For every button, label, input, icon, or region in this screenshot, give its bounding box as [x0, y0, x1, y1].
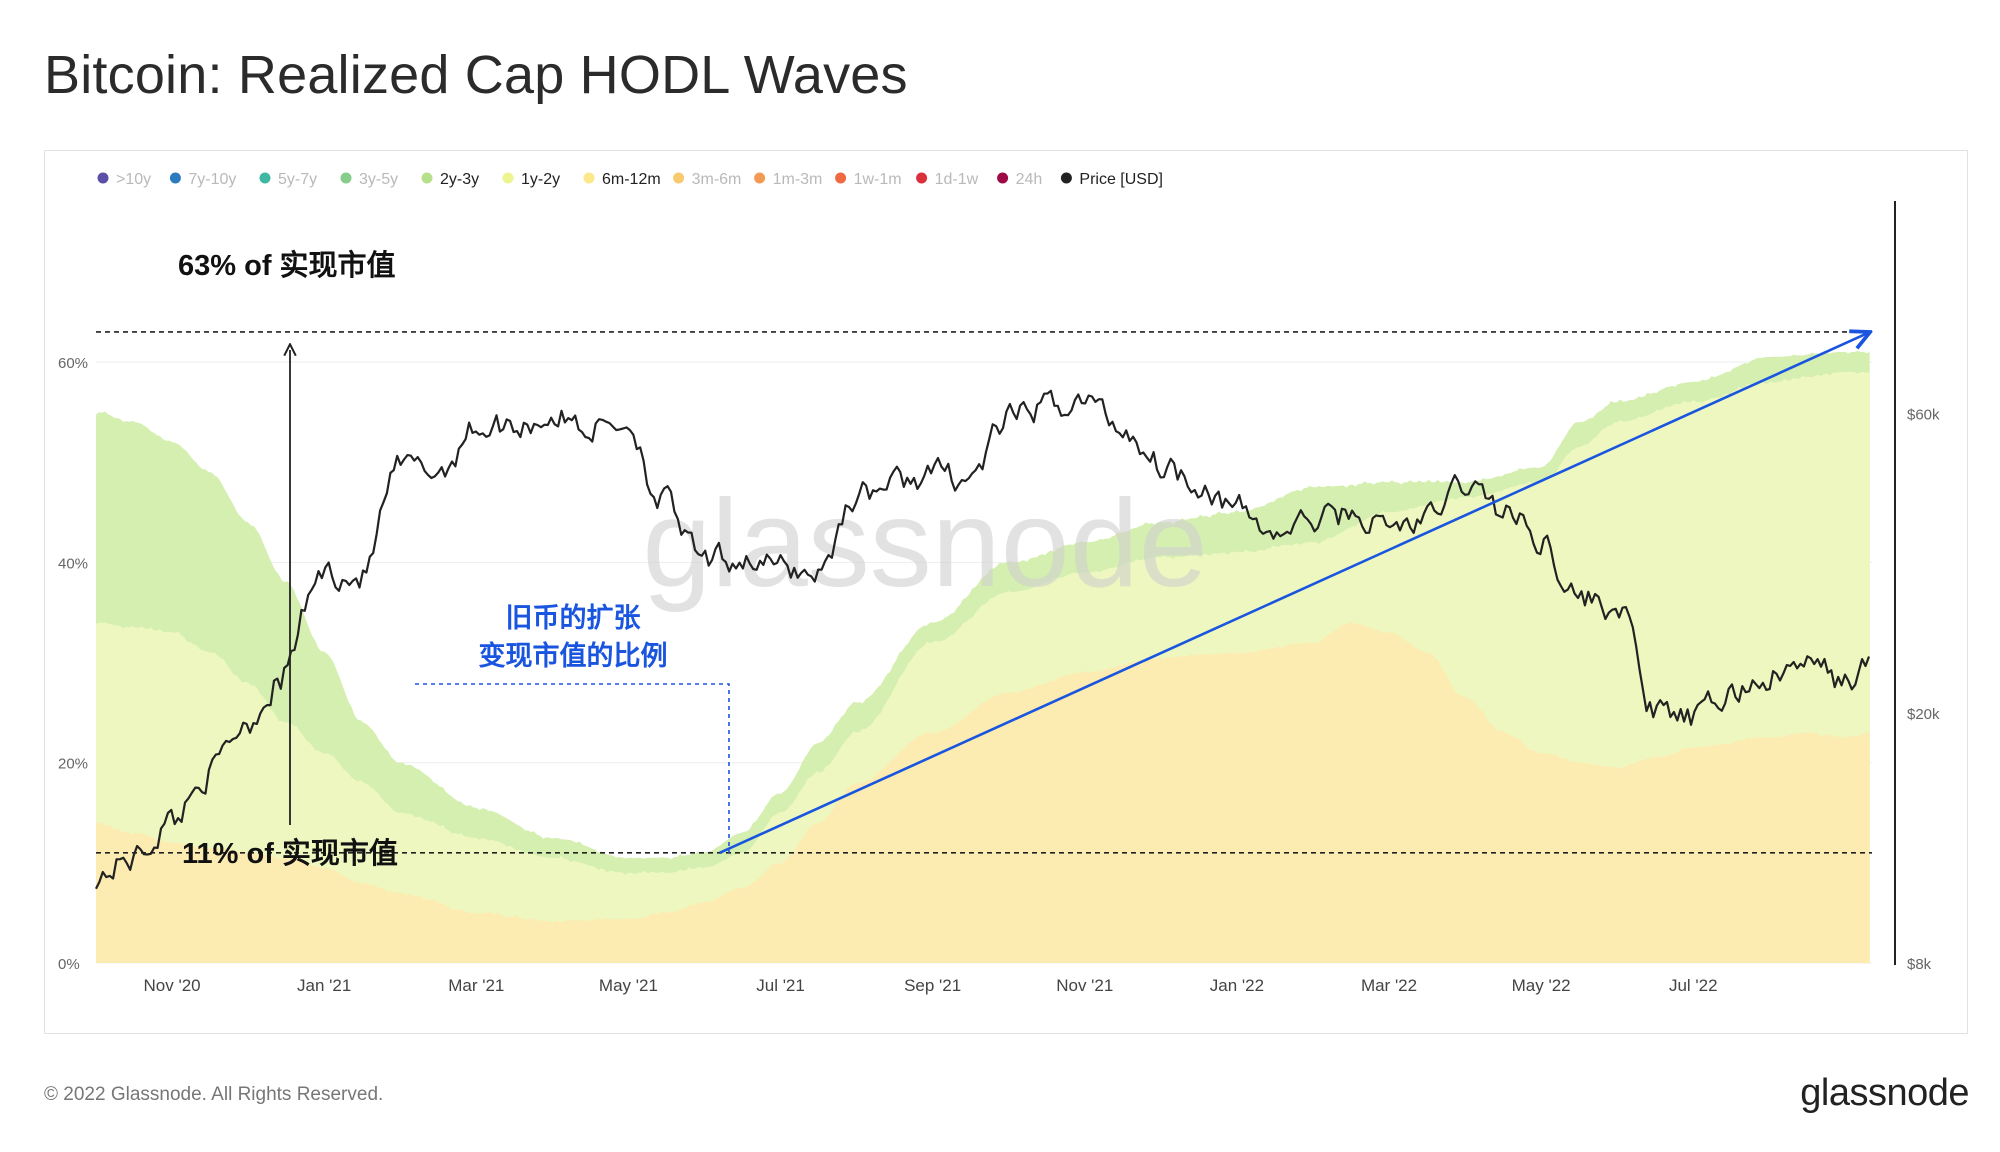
x-tick-label: May '21	[599, 976, 658, 995]
annotation-11-label: 11% of 实现市值	[182, 836, 398, 870]
legend-label: 1m-3m	[773, 171, 823, 188]
legend-label: 1d-1w	[935, 171, 979, 188]
x-tick-label: Jan '21	[297, 976, 351, 995]
legend-label: 1y-2y	[521, 171, 560, 188]
legend-label: 3y-5y	[359, 171, 398, 188]
legend-item[interactable]: 3y-5y	[340, 171, 399, 188]
legend-item[interactable]: 2y-3y	[421, 171, 480, 188]
legend-swatch	[916, 172, 928, 184]
legend-swatch	[502, 172, 514, 184]
band-6m-12m	[96, 622, 1870, 963]
legend-label: 3m-6m	[692, 171, 742, 188]
legend-item[interactable]: 1y-2y	[502, 171, 561, 188]
wave-bands	[96, 350, 1870, 963]
reference-lines	[96, 331, 1872, 854]
legend-swatch	[340, 172, 352, 184]
chart-legend: >10y 7y-10y 5y-7y 3y-5y 2y-3y 1y-2y 6m-12m 3m-6…	[97, 171, 1163, 188]
y-right-tick-label: $8k	[1907, 956, 1932, 973]
growth-arrow	[719, 333, 1868, 855]
legend-label: 1w-1m	[854, 171, 902, 188]
y-left-tick-label: 20%	[58, 756, 88, 773]
legend-swatch	[673, 172, 685, 184]
legend-item[interactable]: 7y-10y	[169, 171, 237, 188]
copyright-notice: © 2022 Glassnode. All Rights Reserved.	[44, 1084, 384, 1105]
hodl-waves-chart: >10y 7y-10y 5y-7y 3y-5y 2y-3y 1y-2y 6m-12m 3m-6…	[58, 171, 1940, 995]
axes: 0% 20% 40% 60% $8k $20k $60k Nov '20 Jan '21 Mar …	[58, 201, 1940, 995]
legend-swatch	[421, 172, 433, 184]
legend-swatch	[754, 172, 766, 184]
legend-item[interactable]: >10y	[97, 171, 152, 188]
glassnode-logo: glassnode	[1800, 1072, 1969, 1114]
y-right-tick-label: $60k	[1907, 406, 1940, 423]
chart-container: >10y 7y-10y 5y-7y 3y-5y 2y-3y 1y-2y 6m-12m 3m-6…	[44, 150, 1968, 1034]
x-tick-label: Nov '20	[144, 976, 201, 995]
page-title: Bitcoin: Realized Cap HODL Waves	[44, 45, 908, 105]
legend-label: Price [USD]	[1079, 171, 1163, 188]
y-left-tick-label: 40%	[58, 555, 88, 572]
legend-label: 24h	[1016, 171, 1043, 188]
x-tick-label: Sep '21	[904, 976, 961, 995]
price-line	[95, 389, 1871, 890]
legend-item[interactable]: 3m-6m	[673, 171, 741, 188]
x-tick-label: May '22	[1512, 976, 1571, 995]
x-tick-label: Jul '21	[756, 976, 805, 995]
legend-swatch	[97, 172, 109, 184]
watermark: glassnode	[642, 475, 1207, 613]
legend-swatch	[835, 172, 847, 184]
legend-label: 2y-3y	[440, 171, 479, 188]
legend-swatch	[583, 172, 595, 184]
legend-item[interactable]: 24h	[997, 171, 1042, 188]
legend-item[interactable]: 1m-3m	[754, 171, 822, 188]
legend-label: >10y	[116, 171, 151, 188]
price-line-group	[95, 389, 1871, 890]
legend-item[interactable]: Price [USD]	[1060, 171, 1163, 188]
x-tick-label: Mar '22	[1361, 976, 1417, 995]
callout-line-2: 变现市值的比例	[479, 640, 668, 671]
y-left-tick-label: 0%	[58, 956, 80, 973]
callout-bracket	[415, 683, 730, 853]
annotation-63-label: 63% of 实现市值	[178, 248, 396, 282]
y-right-tick-label: $20k	[1907, 706, 1940, 723]
legend-item[interactable]: 1d-1w	[916, 171, 979, 188]
legend-swatch	[997, 172, 1009, 184]
legend-swatch	[169, 172, 181, 184]
x-tick-label: Nov '21	[1056, 976, 1113, 995]
legend-swatch	[1060, 172, 1072, 184]
x-tick-label: Mar '21	[448, 976, 504, 995]
legend-label: 7y-10y	[188, 171, 236, 188]
x-tick-label: Jul '22	[1669, 976, 1718, 995]
legend-item[interactable]: 1w-1m	[835, 171, 902, 188]
x-tick-label: Jan '22	[1210, 976, 1264, 995]
legend-label: 5y-7y	[278, 171, 317, 188]
legend-item[interactable]: 5y-7y	[259, 171, 318, 188]
legend-item[interactable]: 6m-12m	[583, 171, 661, 188]
callout-line-1: 旧币的扩张	[506, 602, 642, 633]
y-left-tick-label: 60%	[58, 355, 88, 372]
legend-label: 6m-12m	[602, 171, 661, 188]
legend-swatch	[259, 172, 271, 184]
